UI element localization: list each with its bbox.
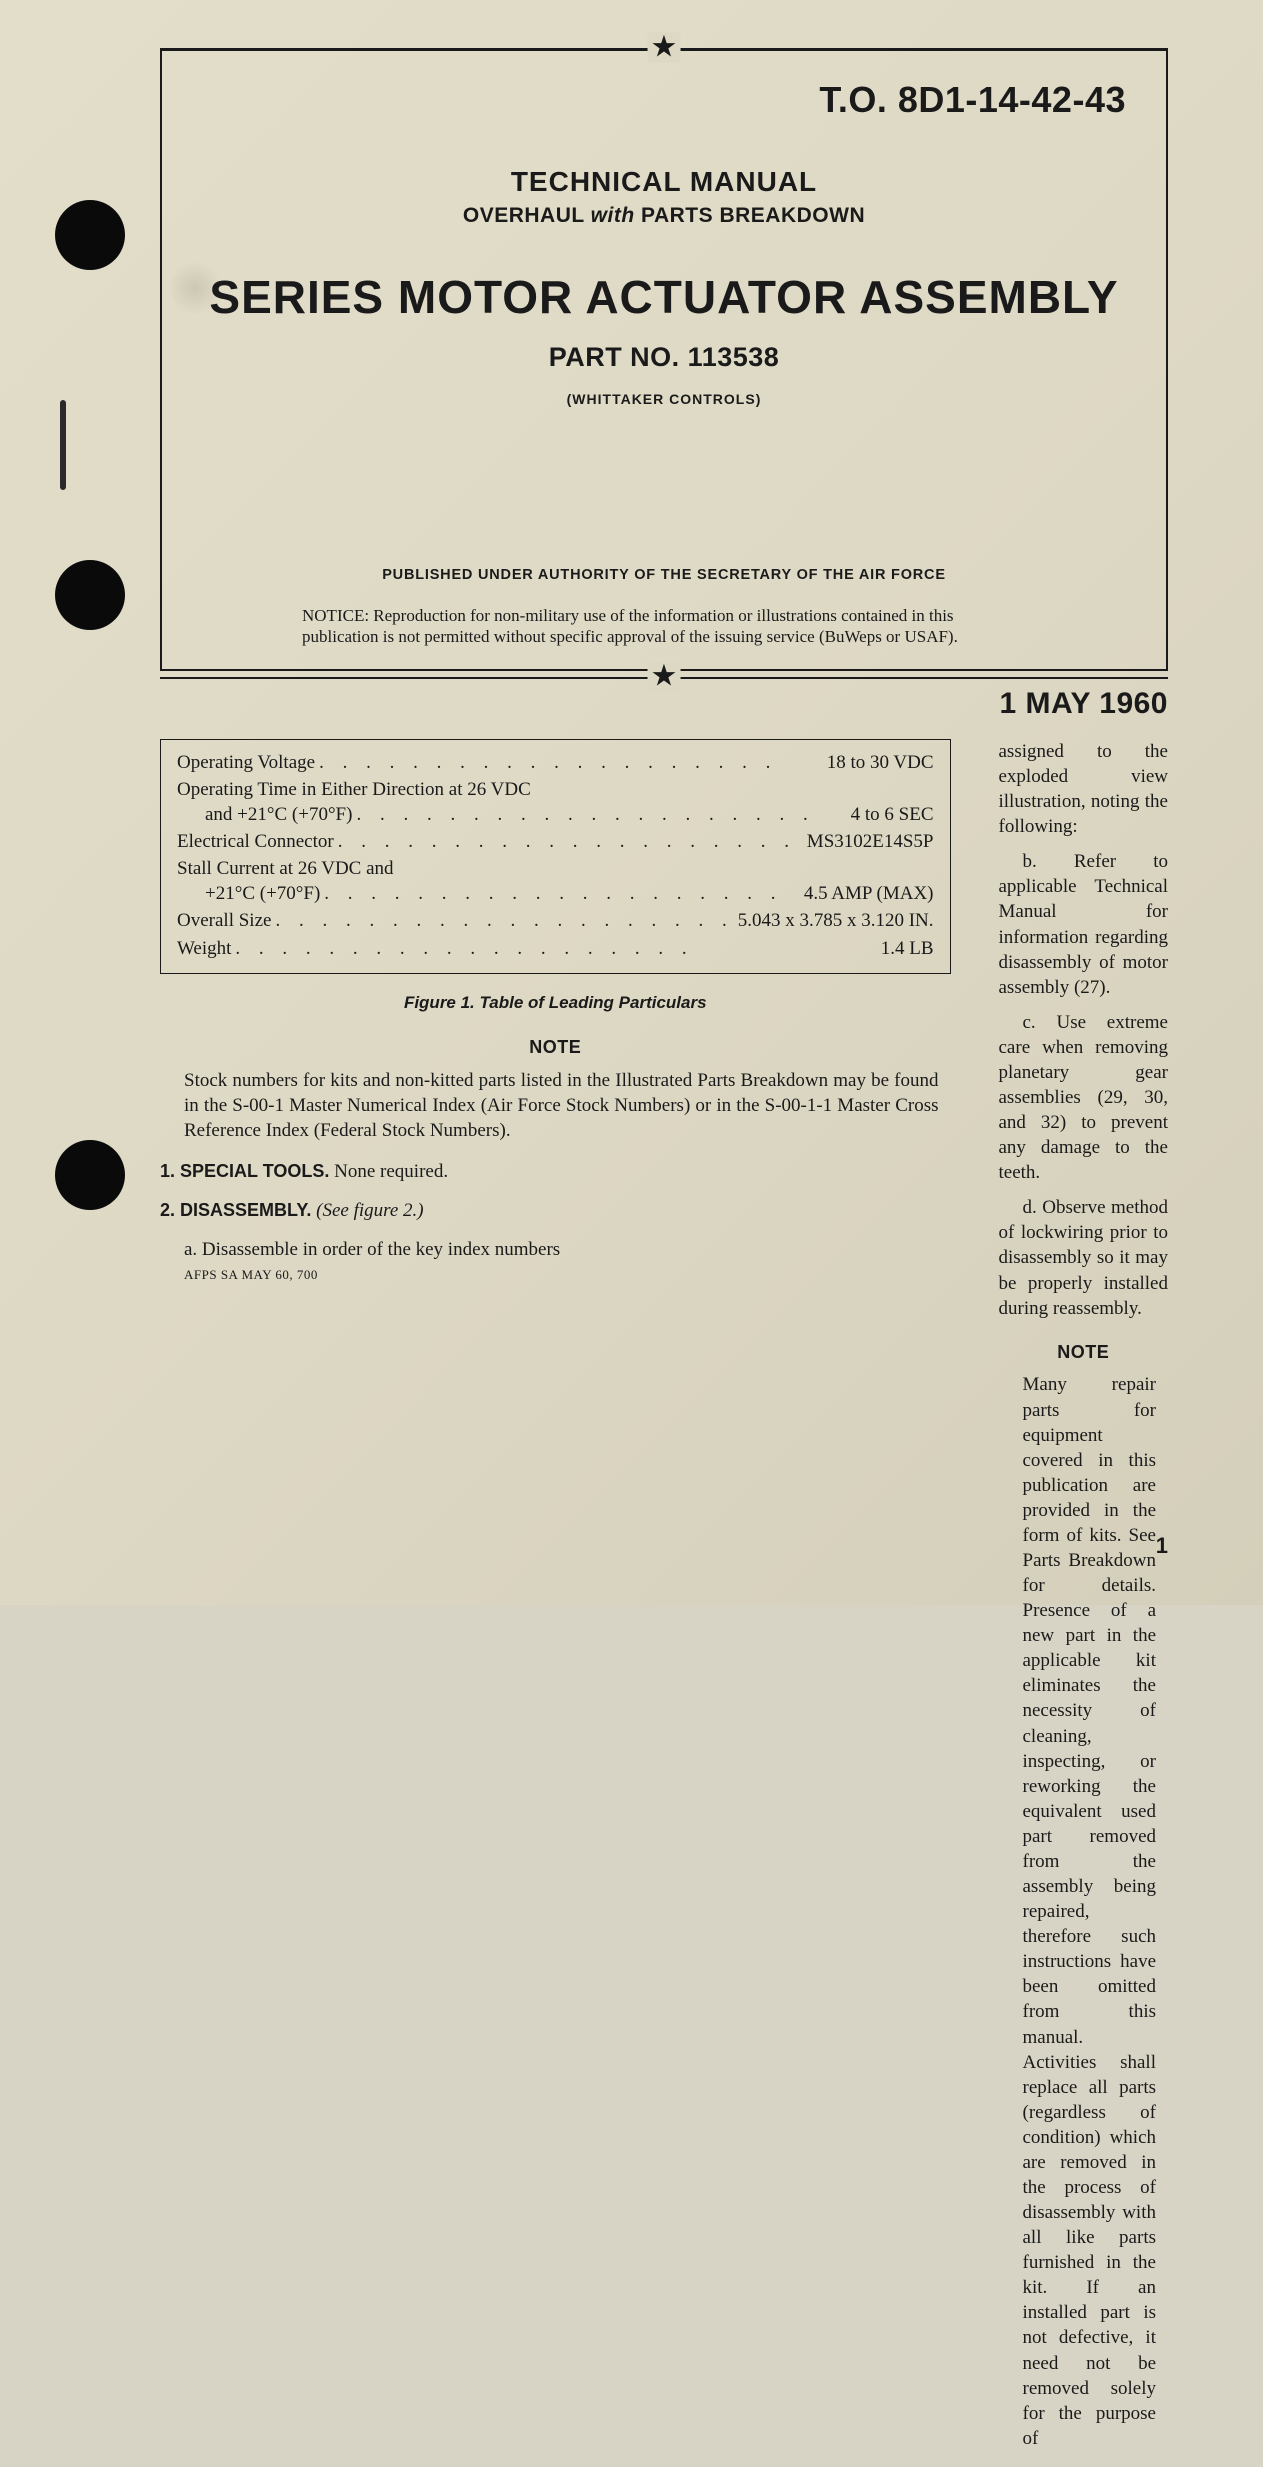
main-title: SERIES MOTOR ACTUATOR ASSEMBLY (202, 270, 1126, 324)
note-heading: NOTE (160, 1036, 951, 1060)
subtitle-pre: OVERHAUL (463, 204, 591, 227)
section-heading: DISASSEMBLY. (180, 1200, 311, 1220)
spec-value: 4.5 AMP (MAX) (804, 881, 934, 906)
punch-hole-icon (55, 560, 125, 630)
part-number: PART NO. 113538 (202, 342, 1126, 373)
spec-label: Overall Size (177, 908, 271, 933)
leader-dots: . . . . . . . . . . . . . . . . . . . . (275, 908, 733, 935)
spec-value: 5.043 x 3.785 x 3.120 IN. (738, 908, 934, 933)
spec-row: Stall Current at 26 VDC and (177, 856, 934, 881)
spec-row: Weight . . . . . . . . . . . . . . . . .… (177, 936, 934, 963)
note-body: Stock numbers for kits and non-kitted pa… (184, 1068, 939, 1143)
afps-line: AFPS SA MAY 60, 700 (184, 1266, 951, 1283)
spec-value: 4 to 6 SEC (851, 802, 934, 827)
spec-value: MS3102E14S5P (807, 829, 934, 854)
right-column: assigned to the exploded view illustrati… (999, 739, 1169, 2467)
section-disassembly: 2. DISASSEMBLY. (See figure 2.) (160, 1198, 951, 1223)
section-tail: (See figure 2.) (311, 1200, 423, 1221)
spec-row: Overall Size . . . . . . . . . . . . . .… (177, 908, 934, 935)
spec-row: Electrical Connector . . . . . . . . . .… (177, 829, 934, 856)
spec-value: 1.4 LB (881, 936, 934, 961)
spec-label: Operating Voltage (177, 750, 315, 775)
subtitle-ital: with (591, 204, 635, 227)
spec-label: Electrical Connector (177, 829, 334, 854)
section-tail: None required. (329, 1161, 448, 1182)
authority-line: PUBLISHED UNDER AUTHORITY OF THE SECRETA… (262, 567, 1066, 583)
disassembly-step-a: a. Disassemble in order of the key index… (160, 1237, 951, 1262)
body-columns: Operating Voltage . . . . . . . . . . . … (160, 739, 1168, 2467)
page-number: 1 (1156, 1533, 1168, 1559)
left-column: Operating Voltage . . . . . . . . . . . … (160, 739, 951, 2467)
spec-value: 18 to 30 VDC (827, 750, 934, 775)
leader-dots: . . . . . . . . . . . . . . . . . . . . (235, 936, 876, 963)
company-name: (WHITTAKER CONTROLS) (202, 391, 1126, 407)
leader-dots: . . . . . . . . . . . . . . . . . . . . (324, 881, 800, 908)
spec-row: +21°C (+70°F) . . . . . . . . . . . . . … (177, 881, 934, 908)
section-heading: SPECIAL TOOLS. (180, 1161, 329, 1181)
manual-subtitle: OVERHAUL with PARTS BREAKDOWN (202, 204, 1126, 228)
continuation-text: assigned to the exploded view illustrati… (999, 739, 1169, 839)
spec-row: and +21°C (+70°F) . . . . . . . . . . . … (177, 802, 934, 829)
note-body: Many repair parts for equipment covered … (1023, 1372, 1157, 2450)
spec-label: Weight (177, 936, 231, 961)
spec-label: Stall Current at 26 VDC and (177, 856, 394, 881)
punch-hole-icon (55, 1140, 125, 1210)
leader-dots: . . . . . . . . . . . . . . . . . . . . (356, 802, 846, 829)
section-special-tools: 1. SPECIAL TOOLS. None required. (160, 1159, 951, 1184)
punch-hole-icon (55, 200, 125, 270)
spec-label: Operating Time in Either Direction at 26… (177, 777, 531, 802)
section-number: 2. (160, 1200, 180, 1220)
note-heading: NOTE (999, 1341, 1169, 1365)
section-number: 1. (160, 1161, 180, 1181)
figure-caption: Figure 1. Table of Leading Particulars (160, 992, 951, 1014)
disassembly-step-b: b. Refer to applicable Technical Manual … (999, 849, 1169, 999)
disassembly-step-d: d. Observe method of lockwiring prior to… (999, 1195, 1169, 1320)
star-icon: ★ (648, 661, 681, 691)
disassembly-step-c: c. Use extreme care when removing planet… (999, 1010, 1169, 1186)
document-page: ★ T.O. 8D1-14-42-43 TECHNICAL MANUAL OVE… (0, 0, 1263, 1605)
spec-row: Operating Time in Either Direction at 26… (177, 777, 934, 802)
bottom-rule: ★ (160, 677, 1168, 680)
manual-title: TECHNICAL MANUAL (202, 166, 1126, 198)
spec-row: Operating Voltage . . . . . . . . . . . … (177, 750, 934, 777)
subtitle-post: PARTS BREAKDOWN (635, 204, 865, 227)
notice-text: NOTICE: Reproduction for non-military us… (302, 605, 1026, 648)
spec-label: and +21°C (+70°F) (205, 802, 352, 827)
title-box: T.O. 8D1-14-42-43 TECHNICAL MANUAL OVERH… (160, 51, 1168, 672)
spec-label: +21°C (+70°F) (205, 881, 320, 906)
leader-dots: . . . . . . . . . . . . . . . . . . . . (319, 750, 823, 777)
binding-mark (60, 400, 66, 490)
leader-dots: . . . . . . . . . . . . . . . . . . . . (338, 829, 803, 856)
spec-table: Operating Voltage . . . . . . . . . . . … (160, 739, 951, 974)
to-number: T.O. 8D1-14-42-43 (202, 79, 1126, 121)
